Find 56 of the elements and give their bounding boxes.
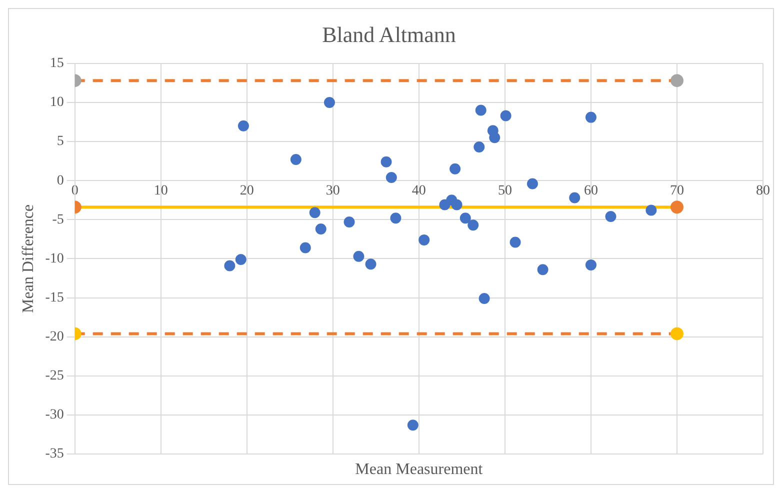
x-tick-label: 80 [756,184,770,199]
y-tick-label: 15 [50,56,64,72]
point [386,172,397,183]
x-tick-label: 30 [326,184,340,199]
point [353,250,364,262]
chart-title: Bland Altmann [322,22,456,47]
point [585,112,596,123]
x-tick-label: 0 [71,184,78,199]
point [324,96,335,108]
y-tick-label: -10 [45,251,64,266]
point [451,199,462,210]
point [526,178,538,190]
x-tick-label: 60 [584,184,598,199]
point [224,260,236,272]
point [468,220,479,231]
point [365,258,376,270]
point [380,156,392,168]
y-tick-label: -30 [45,408,64,423]
point [315,224,326,235]
point [510,236,521,248]
point [309,207,320,218]
point [475,104,486,116]
y-tick-label: -5 [52,212,64,228]
point [407,420,418,431]
y-tick-label: -25 [45,368,64,384]
point [460,212,471,224]
point [290,154,302,165]
x-tick-label: 50 [498,184,512,199]
y-tick-label: 5 [56,134,64,150]
point [646,204,657,216]
point [478,293,490,304]
y-axis-title: Mean Difference [20,204,37,313]
point [450,163,461,174]
x-tick-label: 40 [412,184,426,199]
y-tick-label: 10 [50,95,64,110]
point [235,254,246,265]
x-axis-title: Mean Measurement [355,461,484,478]
y-tick-label: -15 [45,290,64,306]
y-tick-label: -35 [45,446,64,462]
point [238,120,249,132]
point [605,211,616,222]
point [390,212,402,224]
y-tick-label: 0 [56,173,64,188]
point [537,264,548,276]
x-tick-label: 10 [154,184,168,199]
point [418,234,430,246]
point [585,259,596,270]
point [500,110,512,122]
x-tick-label: 70 [670,184,684,199]
point [474,141,485,152]
y-tick-label: -20 [45,329,64,344]
point [344,216,355,228]
x-tick-label: 20 [240,184,254,199]
point [569,192,580,204]
point [300,242,311,254]
point [489,132,500,144]
